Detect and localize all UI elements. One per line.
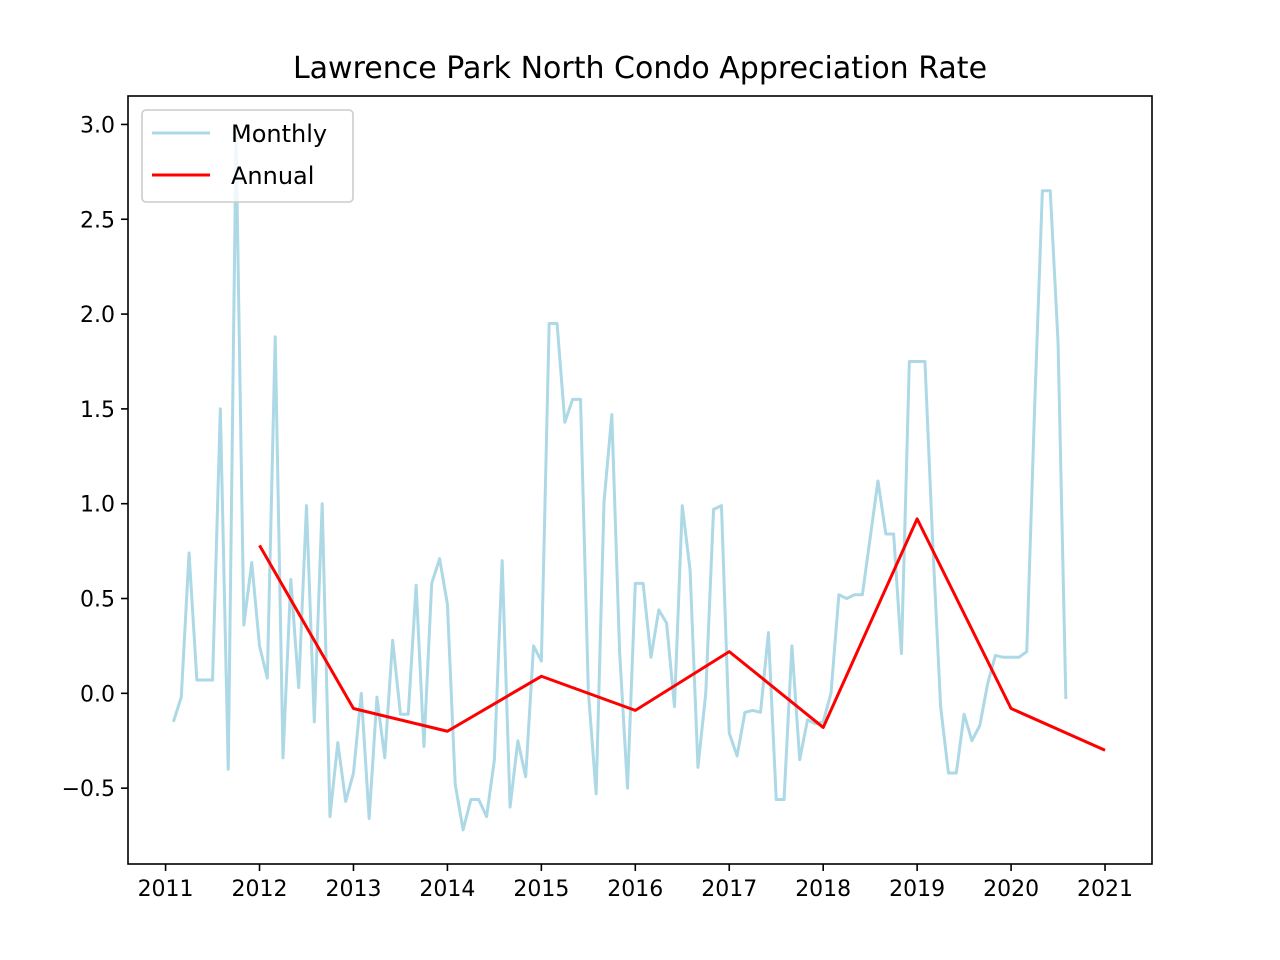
x-tick-label: 2013 (325, 877, 381, 902)
y-tick-label: 3.0 (80, 113, 115, 138)
y-tick-label: −0.5 (62, 777, 115, 802)
x-tick-label: 2012 (232, 877, 288, 902)
legend-label-monthly: Monthly (231, 120, 327, 148)
y-tick-label: 0.0 (80, 682, 115, 707)
x-tick-label: 2011 (138, 877, 194, 902)
x-tick-label: 2014 (419, 877, 475, 902)
x-tick-label: 2017 (701, 877, 757, 902)
chart-title: Lawrence Park North Condo Appreciation R… (293, 51, 987, 86)
y-tick-label: 1.0 (80, 493, 115, 518)
x-tick-label: 2016 (607, 877, 663, 902)
y-tick-label: 0.5 (80, 588, 115, 613)
x-tick-label: 2020 (983, 877, 1039, 902)
legend-label-annual: Annual (231, 162, 314, 190)
x-tick-label: 2019 (889, 877, 945, 902)
x-tick-label: 2015 (513, 877, 569, 902)
x-tick-label: 2018 (795, 877, 851, 902)
series-line-annual (258, 517, 1106, 752)
x-tick-label: 2021 (1077, 877, 1133, 902)
y-tick-label: 2.5 (80, 208, 115, 233)
y-tick-label: 2.0 (80, 303, 115, 328)
series-line-monthly (171, 132, 1068, 832)
legend: Monthly Annual (141, 109, 354, 203)
y-tick-label: 1.5 (80, 398, 115, 423)
plot-area: 2011 2012 2013 2014 2015 2016 2017 2018 2019 2020… (62, 95, 1153, 902)
axes-frame (127, 95, 1153, 865)
